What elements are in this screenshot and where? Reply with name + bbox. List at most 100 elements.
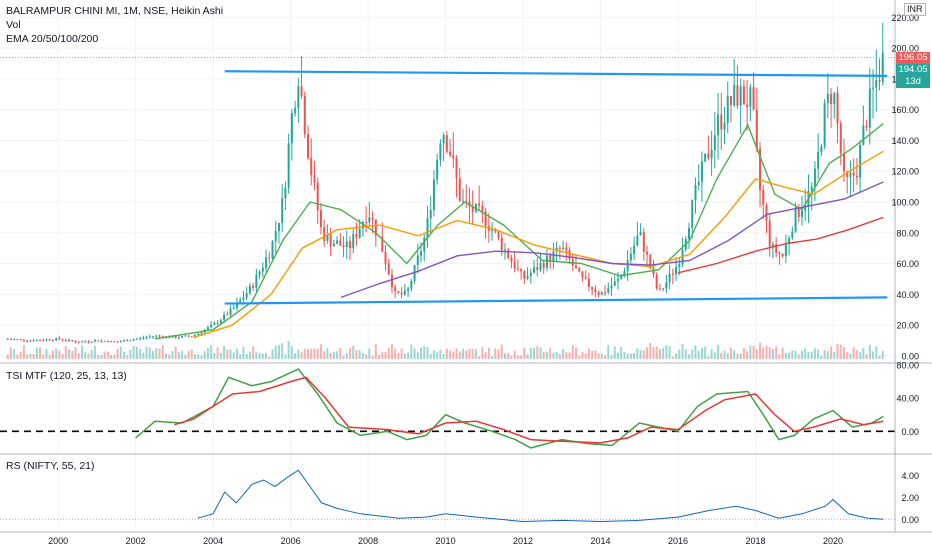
candle-body xyxy=(591,286,594,290)
volume-bar xyxy=(206,348,209,359)
volume-bar xyxy=(468,348,471,359)
candle-body xyxy=(142,337,145,339)
candle-body xyxy=(513,261,516,269)
candle-body xyxy=(152,336,155,338)
trendline-resistance[interactable] xyxy=(224,70,888,77)
candle-body xyxy=(403,290,406,295)
candle-body xyxy=(177,337,180,339)
symbol-legend[interactable]: BALRAMPUR CHINI MI, 1M, NSE, Heikin Ashi xyxy=(6,5,224,17)
candle-body xyxy=(148,336,151,338)
trendlines[interactable] xyxy=(224,70,888,305)
candle-body xyxy=(277,222,280,232)
candle-body xyxy=(455,158,458,179)
candle-body xyxy=(739,86,742,106)
candle-body xyxy=(759,148,762,190)
candle-body xyxy=(471,206,474,212)
candle-body xyxy=(345,241,348,248)
ema-legend[interactable]: EMA 20/50/100/200 xyxy=(6,33,99,45)
volume-bar xyxy=(45,348,48,359)
y-tick-label: 200.00 xyxy=(891,44,919,54)
candle-body xyxy=(823,102,826,147)
volume-bar xyxy=(132,346,135,359)
candle-body xyxy=(365,221,368,223)
candle-body xyxy=(584,277,587,279)
candle-body xyxy=(116,341,119,343)
volume-bar xyxy=(639,350,642,359)
volume-bar xyxy=(533,347,536,359)
candle-body xyxy=(184,335,187,337)
volume-bar xyxy=(368,348,371,359)
x-tick-label: 2020 xyxy=(823,536,843,546)
volume-bar xyxy=(516,355,519,359)
candle-body xyxy=(613,281,616,286)
candle-body xyxy=(859,144,862,178)
candle-body xyxy=(239,299,242,303)
rs-legend[interactable]: RS (NIFTY, 55, 21) xyxy=(6,460,95,472)
candle-body xyxy=(171,336,174,338)
volume-bar xyxy=(591,350,594,359)
candle-body xyxy=(219,319,222,323)
candle-body xyxy=(326,234,329,242)
candle-body xyxy=(675,267,678,275)
tsi-line-2 xyxy=(174,376,884,444)
rs-y-tick: 4.00 xyxy=(901,471,919,481)
volume-bar xyxy=(529,348,532,359)
volume-bar xyxy=(436,352,439,359)
candle-body xyxy=(704,153,707,162)
volume-bar xyxy=(9,347,12,359)
candle-body xyxy=(868,88,871,128)
candle-body xyxy=(529,272,532,277)
rs-line xyxy=(197,469,884,523)
candle-body xyxy=(526,276,529,279)
candle-body xyxy=(707,153,710,158)
volume-bar xyxy=(671,356,674,359)
volume-bar xyxy=(675,353,678,359)
candle-body xyxy=(229,308,232,315)
candle-body xyxy=(81,341,84,343)
grid xyxy=(0,0,895,530)
volume-bar xyxy=(142,352,145,359)
ema-line-3 xyxy=(340,181,884,299)
volume-bar xyxy=(358,350,361,359)
candle-body xyxy=(223,314,226,320)
candle-body xyxy=(568,250,571,260)
candle-body xyxy=(32,340,35,342)
tsi-legend[interactable]: TSI MTF (120, 25, 13, 13) xyxy=(6,370,127,382)
volume-bar xyxy=(281,343,284,359)
volume-bar xyxy=(455,348,458,359)
candle-body xyxy=(368,217,371,223)
volume-bar xyxy=(384,351,387,359)
volume-bar xyxy=(97,355,100,359)
candle-body xyxy=(161,336,164,338)
candle-body xyxy=(587,278,590,287)
volume-bar xyxy=(491,355,494,359)
volume-bar xyxy=(461,349,464,359)
candle-body xyxy=(423,238,426,252)
volume-bar xyxy=(797,354,800,359)
volume-bar xyxy=(726,353,729,359)
candle-body xyxy=(836,92,839,124)
x-tick-label: 2010 xyxy=(436,536,456,546)
candle-body xyxy=(855,175,858,178)
volume-legend[interactable]: Vol xyxy=(6,19,21,31)
trendline-support[interactable] xyxy=(224,296,888,305)
volume-bar xyxy=(342,355,345,359)
high-price-tag: 196.05 xyxy=(896,52,930,64)
candle-body xyxy=(407,288,410,291)
volume-bar xyxy=(190,349,193,359)
candle-body xyxy=(629,253,632,261)
volume-bar xyxy=(378,354,381,359)
candle-body xyxy=(64,340,67,342)
volume-bar xyxy=(300,352,303,359)
volume-bar xyxy=(487,347,490,359)
candle-body xyxy=(717,114,720,136)
volume-bar xyxy=(784,353,787,359)
last-price-tag: 194.05 xyxy=(896,64,930,76)
x-tick-label: 2004 xyxy=(203,536,223,546)
candle-body xyxy=(833,92,836,105)
candle-body xyxy=(226,314,229,316)
currency-badge[interactable]: INR xyxy=(904,3,926,16)
candle-body xyxy=(252,285,255,288)
candle-body xyxy=(93,340,96,342)
